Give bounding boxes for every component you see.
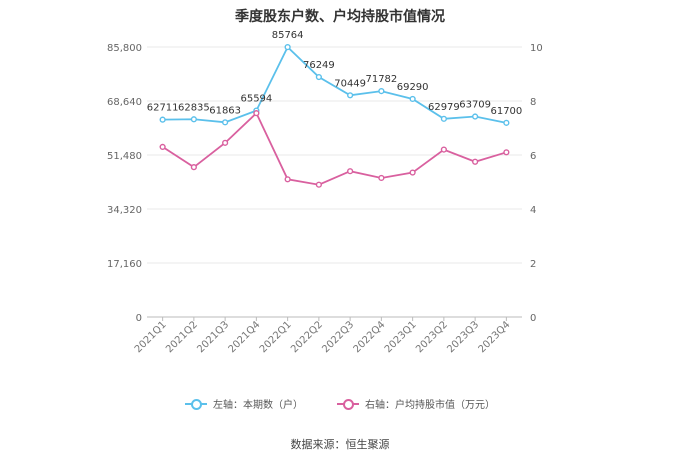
x-axis-tick-label: 2021Q2	[164, 319, 200, 355]
series-point-left	[440, 115, 447, 122]
x-axis-tick-label: 2022Q3	[320, 319, 356, 355]
data-label: 61700	[490, 106, 522, 117]
series-point-left	[503, 119, 510, 126]
legend-swatch-left-icon	[185, 398, 207, 410]
data-label: 69290	[397, 82, 429, 93]
legend-item-right-series[interactable]: 右轴：户均持股市值（万元）	[337, 396, 495, 411]
series-point-right	[253, 110, 260, 117]
right-axis-tick-label: 10	[530, 43, 543, 54]
series-point-left	[347, 92, 354, 99]
series-point-right	[222, 139, 229, 146]
x-axis-tick-label: 2023Q1	[383, 319, 419, 355]
series-point-right	[347, 168, 354, 175]
left-axis-tick-label: 17,160	[107, 259, 142, 270]
x-axis-tick-label: 2022Q2	[289, 319, 325, 355]
left-axis-tick-label: 0	[136, 313, 142, 324]
data-label: 62979	[428, 102, 460, 113]
data-label: 61863	[209, 105, 241, 116]
left-axis-tick-label: 51,480	[107, 151, 142, 162]
series-point-left	[378, 88, 385, 95]
data-label: 65594	[240, 94, 272, 105]
x-axis-tick-label: 2022Q4	[352, 319, 388, 355]
data-label: 62711	[147, 103, 179, 114]
series-point-right	[472, 158, 479, 165]
series-point-right	[190, 164, 197, 171]
data-label: 70449	[334, 78, 366, 89]
legend-item-left-series[interactable]: 左轴：本期数（户）	[185, 396, 303, 411]
legend-swatch-right-icon	[337, 398, 359, 410]
chart-title: 季度股东户数、户均持股市值情况	[235, 9, 445, 25]
data-label: 85764	[272, 30, 304, 41]
series-point-left	[472, 113, 479, 120]
series-point-right	[440, 146, 447, 153]
x-axis-tick-label: 2021Q1	[133, 319, 169, 355]
series-point-left	[409, 95, 416, 103]
data-label: 62835	[178, 102, 210, 113]
series-point-left	[315, 73, 322, 81]
series-point-right	[378, 174, 385, 182]
series-point-right	[315, 181, 322, 188]
right-axis-tick-label: 6	[530, 151, 536, 162]
series-line-right	[162, 111, 507, 186]
left-axis-tick-label: 34,320	[107, 205, 142, 216]
right-axis-tick-label: 4	[530, 205, 536, 216]
right-axis-tick-label: 8	[530, 97, 536, 108]
right-axis-tick-label: 0	[530, 313, 536, 324]
series-point-left	[190, 116, 197, 123]
data-label: 63709	[459, 100, 491, 111]
right-axis-tick-label: 2	[530, 259, 536, 270]
legend-label-left-series: 左轴：本期数（户）	[213, 400, 303, 411]
left-axis-tick-label: 85,800	[107, 43, 142, 54]
legend-label-right-series: 右轴：户均持股市值（万元）	[365, 400, 495, 411]
series-point-right	[503, 149, 510, 156]
x-axis-tick-label: 2021Q3	[195, 319, 231, 355]
data-label: 71782	[365, 74, 397, 85]
x-axis-tick-label: 2023Q4	[477, 319, 513, 355]
x-axis-tick-label: 2023Q3	[445, 319, 481, 355]
data-label: 76249	[303, 60, 335, 71]
chart-legend: 左轴：本期数（户） 右轴：户均持股市值（万元）	[0, 396, 680, 411]
series-line-left	[162, 45, 507, 124]
series-point-left	[284, 44, 291, 51]
series-point-left	[159, 116, 166, 123]
x-axis-tick-label: 2023Q2	[414, 319, 450, 355]
series-point-right	[284, 176, 291, 183]
series-point-left	[222, 119, 229, 126]
source-note: 数据来源：恒生聚源	[290, 438, 390, 451]
series-point-right	[409, 169, 416, 176]
left-axis-tick-label: 68,640	[107, 97, 142, 108]
x-axis-tick-label: 2021Q4	[227, 319, 263, 355]
series-point-right	[159, 143, 166, 151]
x-axis-tick-label: 2022Q1	[258, 319, 294, 355]
